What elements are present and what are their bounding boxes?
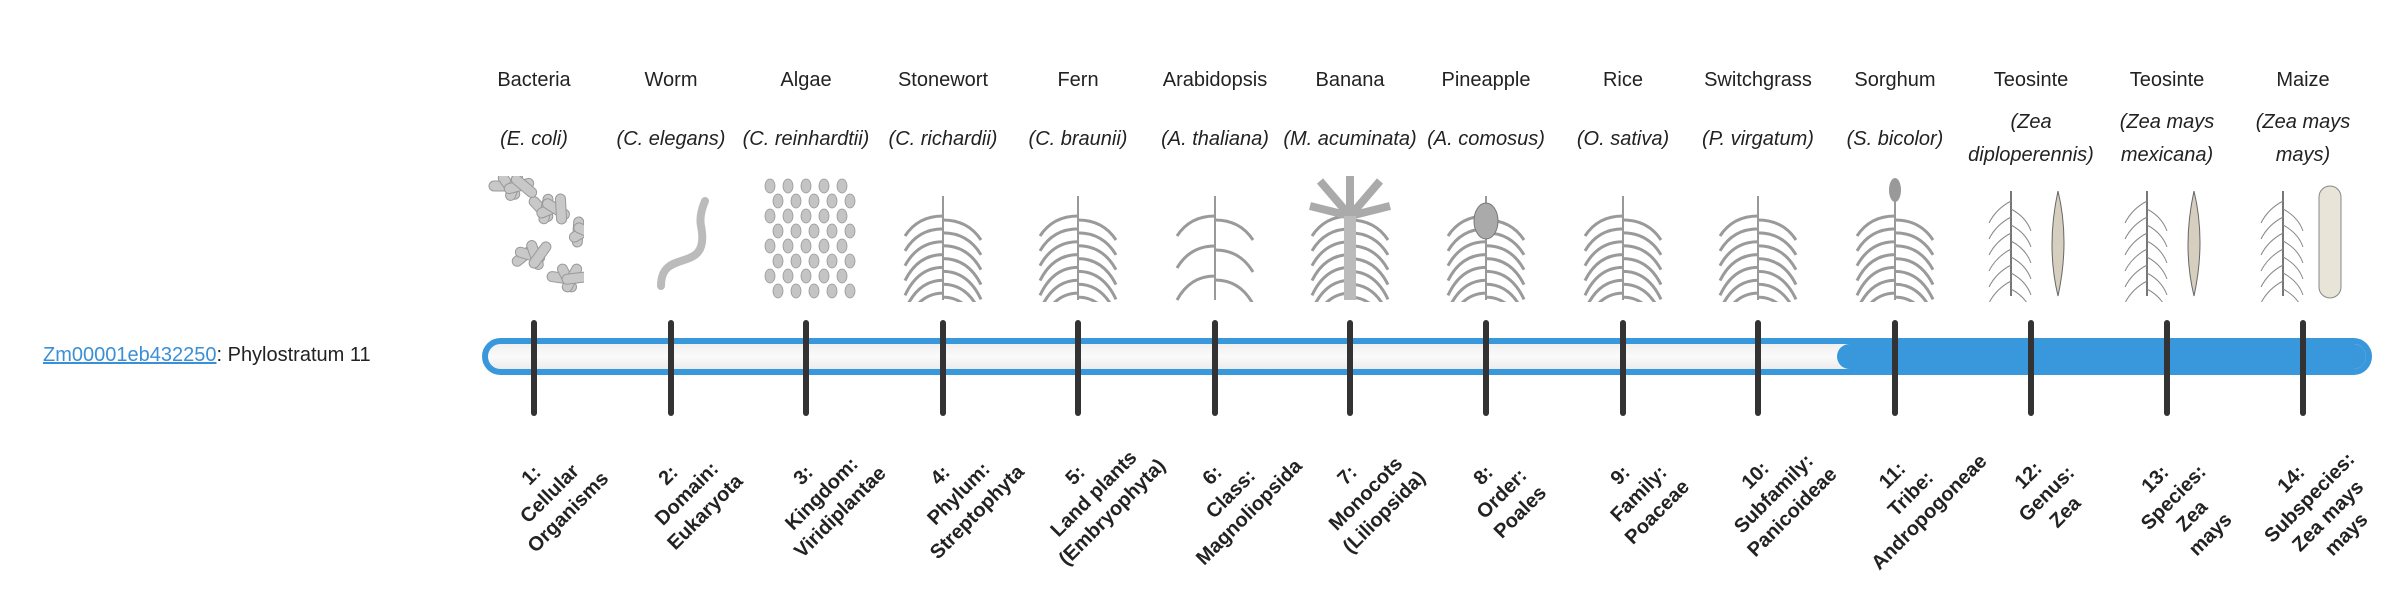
organism-common-name: Rice (1602, 69, 1643, 91)
gene-id-link[interactable]: Zm00001eb432250 (43, 344, 217, 366)
scientific-name-text: (A. comosus) (1427, 127, 1545, 150)
scientific-name-text: (A. thaliana) (1161, 127, 1269, 150)
phylostratum-text: : Phylostratum 11 (216, 344, 371, 366)
gene-phylostratum-label: Zm00001eb432250: Phylostratum 11 (43, 340, 371, 370)
organism-common-name: Fern (1057, 69, 1099, 91)
organism-scientific-name: (C. braunii) (1008, 104, 1148, 174)
algae-illustration (756, 176, 856, 302)
stratum-label: 1: Cellular Organisms (516, 460, 614, 558)
organism-scientific-name: (E. coli) (464, 104, 604, 174)
stratum-tick (1075, 320, 1081, 416)
pineapple-illustration (1436, 176, 1536, 330)
stratum-label: 5: Land plants (Embryophyta) (1046, 446, 1171, 571)
organism-scientific-name: (Zea diploperennis) (1961, 104, 2101, 174)
scientific-name-text: (S. bicolor) (1846, 127, 1944, 150)
stratum-tick (1755, 320, 1761, 416)
stratum-label: 8: Order: Poales (1469, 461, 1551, 543)
organism-scientific-name: (M. acuminata) (1280, 104, 1420, 174)
stratum-tick (668, 320, 674, 416)
switchgrass-illustration (1708, 176, 1808, 330)
organism-scientific-name: (A. comosus) (1416, 104, 1556, 174)
organism-common-name: Bacteria (497, 69, 571, 91)
teosinte-illustration (2117, 176, 2217, 312)
organism-scientific-name: (P. virgatum) (1688, 104, 1828, 174)
scientific-name-text: (C. richardii) (888, 127, 998, 150)
scientific-name-text: (Zea mays mexicana) (2119, 111, 2215, 166)
organism-common-name: Stonewort (897, 69, 989, 91)
stratum-tick (1483, 320, 1489, 416)
organism-scientific-name: (C. richardii) (873, 104, 1013, 174)
organism-common-name: Banana (1315, 69, 1385, 91)
scientific-name-text: (C. braunii) (1028, 127, 1128, 150)
scientific-name-text: (M. acuminata) (1283, 127, 1417, 150)
organism-common-name: Algae (780, 69, 832, 91)
scientific-name-text: (C. elegans) (616, 127, 726, 150)
stratum-tick (1212, 320, 1218, 416)
stratum-label: 7: Monocots (Liliopsida) (1324, 452, 1430, 558)
stratum-tick (1892, 320, 1898, 416)
banana-illustration (1300, 176, 1400, 330)
stratum-tick (2164, 320, 2170, 416)
stratum-tick (1620, 320, 1626, 416)
organism-common-name: Pineapple (1441, 69, 1531, 91)
organism-scientific-name: (O. sativa) (1553, 104, 1693, 174)
phylostratum-bar (482, 338, 2372, 375)
stratum-label: 10: Subfamily: Panicoideae (1730, 450, 1842, 562)
stratum-label: 9: Family: Poaceae (1606, 461, 1694, 549)
rice-illustration (1573, 176, 1673, 330)
scientific-name-text: (Zea mays mays) (2255, 111, 2351, 166)
organism-common-name: Teosinte (2129, 69, 2205, 91)
stratum-label: 14: Subspecies: Zea mays mays (2260, 448, 2373, 561)
fern-illustration (1028, 176, 1128, 330)
organism-common-name: Maize (2276, 69, 2330, 91)
organism-common-name: Teosinte (1993, 69, 2069, 91)
stratum-tick (531, 320, 537, 416)
organism-common-name: Arabidopsis (1162, 69, 1268, 91)
arabidopsis-illustration (1165, 176, 1265, 305)
stratum-label: 4: Phylum: Streptophyta (923, 458, 1029, 564)
phylostratum-bar-fill (1836, 344, 2366, 369)
organism-scientific-name: (C. reinhardtii) (736, 104, 876, 174)
stratum-tick (803, 320, 809, 416)
scientific-name-text: (E. coli) (500, 127, 568, 150)
organism-scientific-name: (C. elegans) (601, 104, 741, 174)
organism-common-name: Worm (644, 69, 698, 91)
sorghum-illustration (1845, 176, 1945, 330)
bacteria-illustration (484, 171, 603, 302)
stratum-label: 3: Kingdom: Viridiplantae (781, 453, 891, 563)
scientific-name-text: (P. virgatum) (1702, 127, 1814, 150)
stratum-label: 11: Tribe: Andropogoneae (1867, 450, 1992, 575)
scientific-name-text: (Zea diploperennis) (1968, 111, 2094, 166)
scientific-name-text: (O. sativa) (1576, 127, 1670, 150)
organism-common-name: Sorghum (1854, 69, 1936, 91)
worm-illustration (621, 176, 721, 302)
stratum-label: 6: Class: Magnoliopsida (1192, 455, 1307, 570)
teosinte-illustration (1981, 176, 2081, 312)
organism-scientific-name: (Zea mays mexicana) (2097, 104, 2237, 174)
stratum-tick (2028, 320, 2034, 416)
stonewort-illustration (893, 176, 993, 330)
stratum-label: 12: Genus: Zea (2010, 457, 2086, 533)
stratum-tick (940, 320, 946, 416)
organism-common-name: Switchgrass (1704, 69, 1812, 91)
organism-scientific-name: (S. bicolor) (1825, 104, 1965, 174)
maize-illustration (2253, 176, 2353, 312)
organism-scientific-name: (Zea mays mays) (2233, 104, 2373, 174)
stratum-label: 2: Domain: Eukaryota (650, 457, 748, 555)
stratum-tick (2300, 320, 2306, 416)
scientific-name-text: (C. reinhardtii) (742, 127, 870, 150)
organism-scientific-name: (A. thaliana) (1145, 104, 1285, 174)
stratum-tick (1347, 320, 1353, 416)
